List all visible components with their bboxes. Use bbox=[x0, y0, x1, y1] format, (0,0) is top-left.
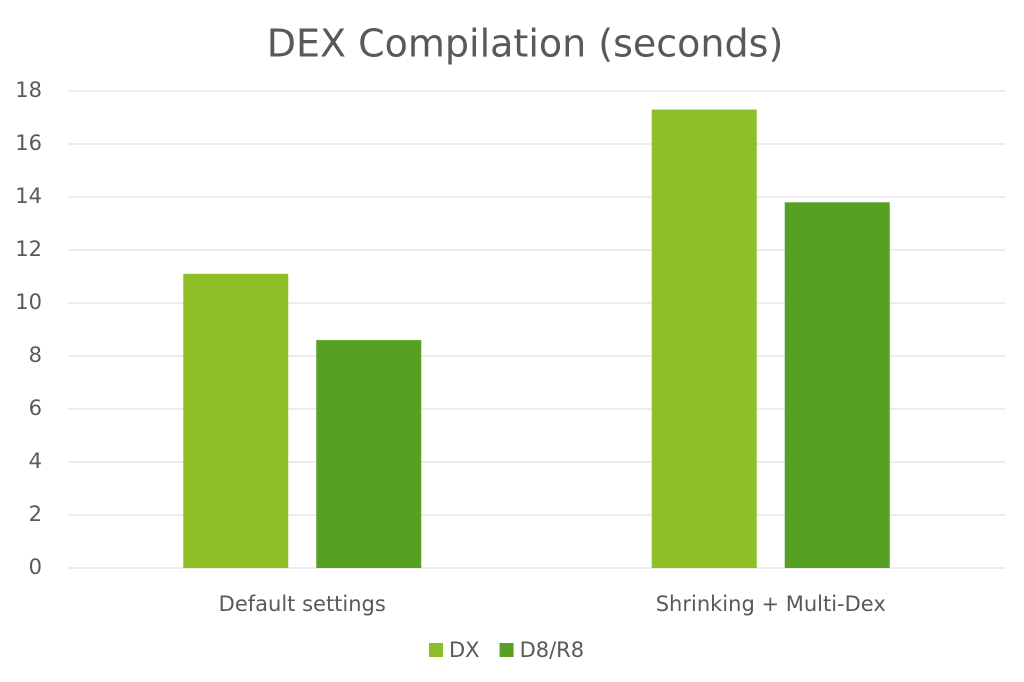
chart-title: DEX Compilation (seconds) bbox=[267, 22, 784, 66]
y-tick-label: 2 bbox=[29, 502, 42, 526]
y-tick-label: 8 bbox=[29, 343, 42, 367]
bar bbox=[316, 340, 422, 568]
y-tick-label: 6 bbox=[29, 396, 42, 420]
y-tick-label: 16 bbox=[15, 131, 42, 155]
bar bbox=[784, 202, 890, 569]
x-tick-label: Shrinking + Multi-Dex bbox=[656, 592, 886, 616]
legend-label: DX bbox=[449, 638, 480, 662]
legend-swatch bbox=[499, 643, 514, 657]
y-tick-label: 10 bbox=[15, 290, 42, 314]
y-tick-label: 12 bbox=[15, 237, 42, 261]
x-tick-label: Default settings bbox=[219, 592, 386, 616]
legend-label: D8/R8 bbox=[520, 638, 585, 662]
y-tick-label: 14 bbox=[15, 184, 42, 208]
bar bbox=[651, 109, 757, 569]
y-tick-label: 18 bbox=[15, 78, 42, 102]
legend-swatch bbox=[429, 643, 443, 657]
y-tick-label: 0 bbox=[29, 555, 42, 579]
y-tick-label: 4 bbox=[29, 449, 42, 473]
bar bbox=[183, 273, 289, 568]
